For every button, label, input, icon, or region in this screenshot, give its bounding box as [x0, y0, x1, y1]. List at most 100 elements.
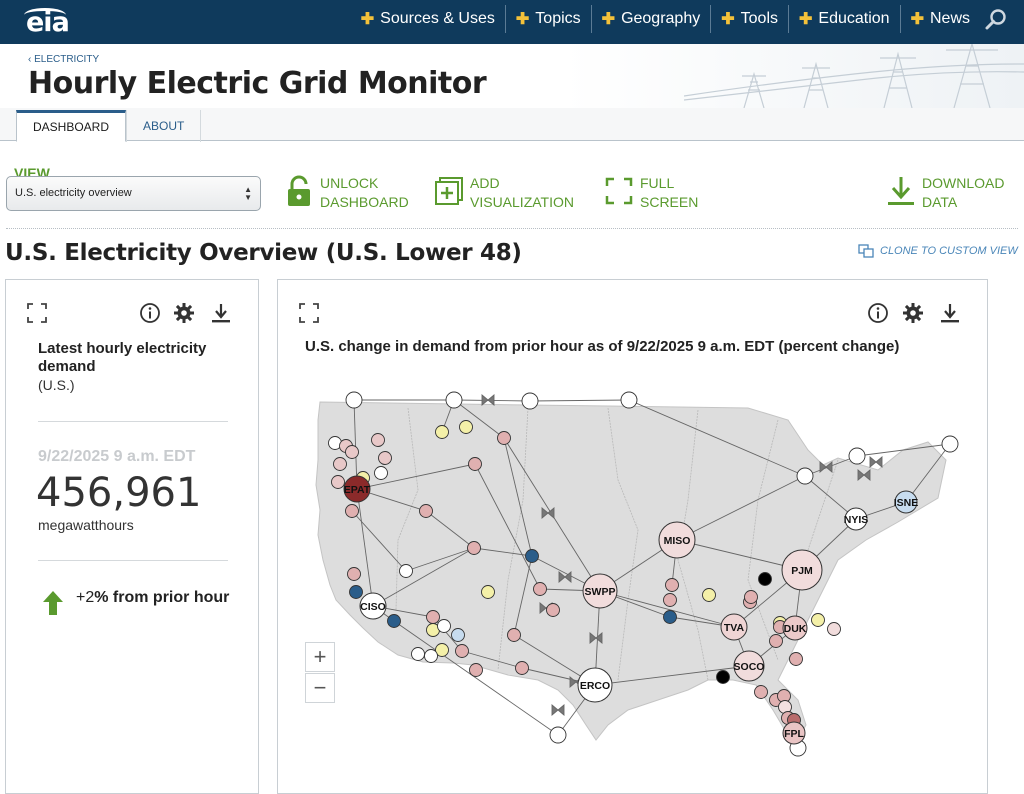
region-node-tva[interactable] [720, 613, 748, 641]
eia-logo[interactable]: eia [24, 6, 70, 38]
nav-news[interactable]: ✚ News [899, 5, 980, 33]
map-nodes: EPAT CISO SWPP MISO PJM NYIS ISNE TVA DUK SOCO ERC… [328, 391, 959, 757]
full-screen-button[interactable]: FULL SCREEN [604, 174, 698, 212]
info-icon[interactable] [867, 302, 889, 324]
nav-education[interactable]: ✚ Education [788, 5, 900, 33]
balancing-authority-node[interactable] [469, 663, 483, 677]
balancing-authority-node[interactable] [424, 649, 438, 663]
balancing-authority-node[interactable] [811, 613, 825, 627]
balancing-authority-node[interactable] [546, 603, 560, 617]
balancing-authority-node[interactable] [665, 578, 679, 592]
balancing-authority-node[interactable] [435, 425, 449, 439]
balancing-authority-node[interactable] [345, 391, 363, 409]
balancing-authority-node[interactable] [455, 644, 469, 658]
balancing-authority-node[interactable] [827, 622, 841, 636]
balancing-authority-node[interactable] [331, 475, 345, 489]
tab-dashboard[interactable]: DASHBOARD [16, 110, 127, 142]
interchange-arrow-icon [819, 461, 833, 473]
clone-to-custom-view-link[interactable]: CLONE TO CUSTOM VIEW [858, 244, 1018, 258]
region-label: MISO [664, 535, 691, 547]
zoom-in-button[interactable]: + [305, 642, 335, 672]
balancing-authority-node[interactable] [333, 457, 347, 471]
expand-icon[interactable] [298, 302, 320, 324]
balancing-authority-node[interactable] [426, 610, 440, 624]
balancing-authority-node[interactable] [467, 541, 481, 555]
balancing-authority-node[interactable] [445, 391, 463, 409]
plus-icon: ✚ [515, 11, 530, 28]
search-icon[interactable] [984, 8, 1008, 32]
balancing-authority-node[interactable] [515, 661, 529, 675]
download-icon[interactable] [210, 302, 232, 324]
balancing-authority-node[interactable] [419, 504, 433, 518]
region-node-epat[interactable] [343, 475, 371, 503]
balancing-authority-node[interactable] [758, 572, 772, 586]
balancing-authority-node[interactable] [378, 451, 392, 465]
balancing-authority-node[interactable] [848, 447, 866, 465]
balancing-authority-node[interactable] [435, 643, 449, 657]
region-node-soco[interactable] [733, 650, 765, 682]
balancing-authority-node[interactable] [347, 567, 361, 581]
add-visualization-button[interactable]: ADD VISUALIZATION [434, 174, 574, 212]
download-data-button[interactable]: DOWNLOAD DATA [886, 174, 1004, 212]
unlock-dashboard-button[interactable]: UNLOCK DASHBOARD [284, 174, 409, 212]
view-select[interactable]: U.S. electricity overview ▲ ▼ [6, 176, 261, 211]
zoom-out-button[interactable]: − [305, 673, 335, 703]
balancing-authority-node[interactable] [507, 628, 521, 642]
region-node-duk[interactable] [782, 615, 808, 641]
nav-tools[interactable]: ✚ Tools [710, 5, 788, 33]
balancing-authority-node[interactable] [769, 634, 783, 648]
balancing-authority-node[interactable] [941, 435, 959, 453]
balancing-authority-node[interactable] [796, 467, 814, 485]
region-node-fpl[interactable] [782, 721, 806, 745]
gear-icon[interactable] [902, 302, 924, 324]
balancing-authority-node[interactable] [481, 585, 495, 599]
balancing-authority-node[interactable] [716, 670, 730, 684]
region-node-erco[interactable] [577, 667, 613, 703]
balancing-authority-node[interactable] [451, 628, 465, 642]
balancing-authority-node[interactable] [411, 647, 425, 661]
balancing-authority-node[interactable] [459, 420, 473, 434]
balancing-authority-node[interactable] [663, 593, 677, 607]
region-node-pjm[interactable] [781, 549, 823, 591]
balancing-authority-node[interactable] [468, 457, 482, 471]
gear-icon[interactable] [173, 302, 195, 324]
balancing-authority-node[interactable] [533, 582, 547, 596]
balancing-authority-node[interactable] [549, 726, 567, 744]
region-node-nyis[interactable] [844, 507, 868, 531]
nav-sources-uses[interactable]: ✚ Sources & Uses [351, 5, 505, 33]
balancing-authority-node[interactable] [497, 431, 511, 445]
download-icon[interactable] [939, 302, 961, 324]
nav-topics[interactable]: ✚ Topics [504, 5, 591, 33]
grid-network-map[interactable]: EPAT CISO SWPP MISO PJM NYIS ISNE TVA DUK SOCO ERC… [278, 380, 987, 793]
region-node-ciso[interactable] [359, 592, 387, 620]
region-node-miso[interactable] [658, 521, 696, 559]
map-link [529, 399, 630, 402]
balancing-authority-node[interactable] [789, 652, 803, 666]
balancing-authority-node[interactable] [349, 585, 363, 599]
breadcrumb[interactable]: ‹ ELECTRICITY [28, 54, 100, 65]
balancing-authority-node[interactable] [702, 588, 716, 602]
balancing-authority-node[interactable] [371, 433, 385, 447]
nav-geography[interactable]: ✚ Geography [590, 5, 711, 33]
balancing-authority-node[interactable] [387, 614, 401, 628]
balancing-authority-node[interactable] [437, 619, 451, 633]
balancing-authority-node[interactable] [663, 610, 677, 624]
balancing-authority-node[interactable] [399, 564, 413, 578]
balancing-authority-node[interactable] [525, 549, 539, 563]
toolbar-divider [6, 228, 1018, 229]
nav-label: Tools [740, 10, 778, 27]
balancing-authority-node[interactable] [744, 590, 758, 604]
tab-about[interactable]: ABOUT [126, 110, 202, 142]
balancing-authority-node[interactable] [374, 466, 388, 480]
region-node-isne[interactable] [894, 490, 918, 514]
balancing-authority-node[interactable] [521, 392, 539, 410]
info-icon[interactable] [139, 302, 161, 324]
map-link [503, 437, 533, 557]
balancing-authority-node[interactable] [345, 504, 359, 518]
expand-icon[interactable] [26, 302, 48, 324]
balancing-authority-node[interactable] [620, 391, 638, 409]
region-node-swpp[interactable] [582, 573, 618, 609]
nav-label: News [929, 10, 970, 27]
balancing-authority-node[interactable] [754, 685, 768, 699]
balancing-authority-node[interactable] [345, 445, 359, 459]
